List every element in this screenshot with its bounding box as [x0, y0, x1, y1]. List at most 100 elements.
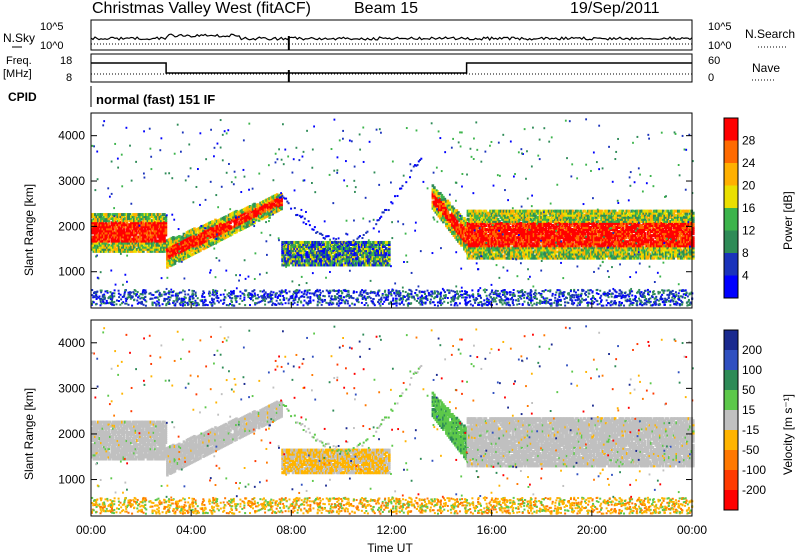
power-cell	[579, 217, 582, 221]
power-cell	[277, 200, 280, 204]
power-cell	[157, 217, 160, 221]
power-cell	[287, 263, 290, 267]
power-cell	[238, 212, 241, 216]
power-cell	[609, 217, 612, 221]
power-cell	[591, 213, 594, 217]
power-cell	[591, 236, 594, 240]
power-cell	[504, 236, 507, 240]
power-cell	[622, 232, 626, 236]
power-cell	[345, 261, 349, 265]
power-cell	[538, 213, 542, 217]
power-cell	[297, 259, 301, 263]
power-cell	[215, 240, 219, 244]
power-cell	[220, 235, 223, 239]
power-cell	[580, 238, 584, 242]
power-cell	[330, 255, 334, 259]
power-cell	[269, 206, 273, 210]
power-cell	[92, 249, 96, 253]
power-cell	[553, 248, 557, 252]
power-cell	[184, 240, 187, 244]
power-cell	[546, 250, 549, 254]
power-cell	[308, 243, 311, 247]
power-cell	[308, 249, 311, 253]
power-cell	[259, 207, 262, 211]
power-cell	[538, 246, 542, 250]
power-cell	[619, 223, 623, 227]
power-cell	[107, 213, 111, 217]
power-cell	[191, 240, 195, 244]
power-cell	[374, 243, 378, 247]
power-cell	[534, 246, 537, 250]
power-cell	[576, 254, 579, 258]
power-cell	[544, 240, 548, 244]
power-cell	[558, 228, 561, 232]
power-cell	[166, 265, 169, 269]
power-cell	[296, 249, 299, 253]
power-cell	[600, 232, 603, 236]
power-cell	[221, 229, 225, 233]
power-cell	[469, 211, 473, 215]
power-cell	[472, 221, 476, 225]
power-cell	[350, 247, 354, 251]
power-cell	[185, 241, 189, 245]
power-cell	[303, 253, 307, 257]
power-cell	[247, 209, 250, 213]
power-cell	[446, 224, 450, 228]
power-cell	[501, 209, 504, 213]
power-cell	[288, 253, 292, 257]
power-cell	[510, 242, 513, 246]
power-cell	[621, 254, 624, 258]
power-cell	[97, 247, 100, 251]
power-cell	[312, 249, 316, 253]
power-cell	[345, 259, 349, 263]
power-cell	[318, 243, 322, 247]
power-cell	[178, 255, 181, 259]
power-cell	[543, 254, 546, 258]
power-cell	[317, 255, 320, 259]
power-cell	[365, 253, 369, 257]
power-cell	[520, 256, 524, 260]
power-cell	[137, 213, 141, 217]
power-cell	[299, 263, 302, 267]
power-cell	[354, 263, 358, 267]
power-cell	[366, 247, 370, 251]
power-cell	[384, 243, 388, 247]
power-cell	[158, 225, 162, 229]
power-cell	[510, 240, 513, 244]
power-cell	[172, 250, 175, 254]
power-cell	[452, 221, 456, 225]
power-cell	[591, 228, 594, 232]
power-cell	[95, 239, 99, 243]
power-cell	[224, 231, 228, 235]
power-cell	[513, 246, 516, 250]
power-cell	[474, 236, 477, 240]
power-cell	[547, 226, 551, 230]
power-cell	[562, 238, 566, 242]
power-cell	[101, 213, 105, 217]
power-cell	[589, 242, 593, 246]
power-cell	[481, 234, 485, 238]
power-cell	[115, 215, 118, 219]
power-cell	[161, 235, 165, 239]
power-cell	[452, 225, 456, 229]
power-cell	[531, 252, 534, 256]
power-cell	[540, 217, 543, 221]
power-cell	[375, 240, 379, 244]
power-cell	[567, 252, 570, 256]
power-cell	[573, 232, 576, 236]
power-cell	[359, 249, 363, 253]
power-cell	[330, 261, 334, 265]
power-cell	[592, 223, 596, 227]
power-cell	[362, 263, 366, 267]
power-cell	[577, 254, 581, 258]
power-cell	[549, 209, 552, 213]
power-cell	[281, 249, 284, 253]
power-cell	[628, 242, 632, 246]
power-cell	[308, 257, 311, 261]
power-cell	[205, 239, 208, 243]
power-cell	[537, 226, 540, 230]
power-cell	[113, 233, 117, 237]
power-cell	[455, 209, 459, 213]
power-cell	[239, 219, 243, 223]
power-cell	[122, 223, 126, 227]
